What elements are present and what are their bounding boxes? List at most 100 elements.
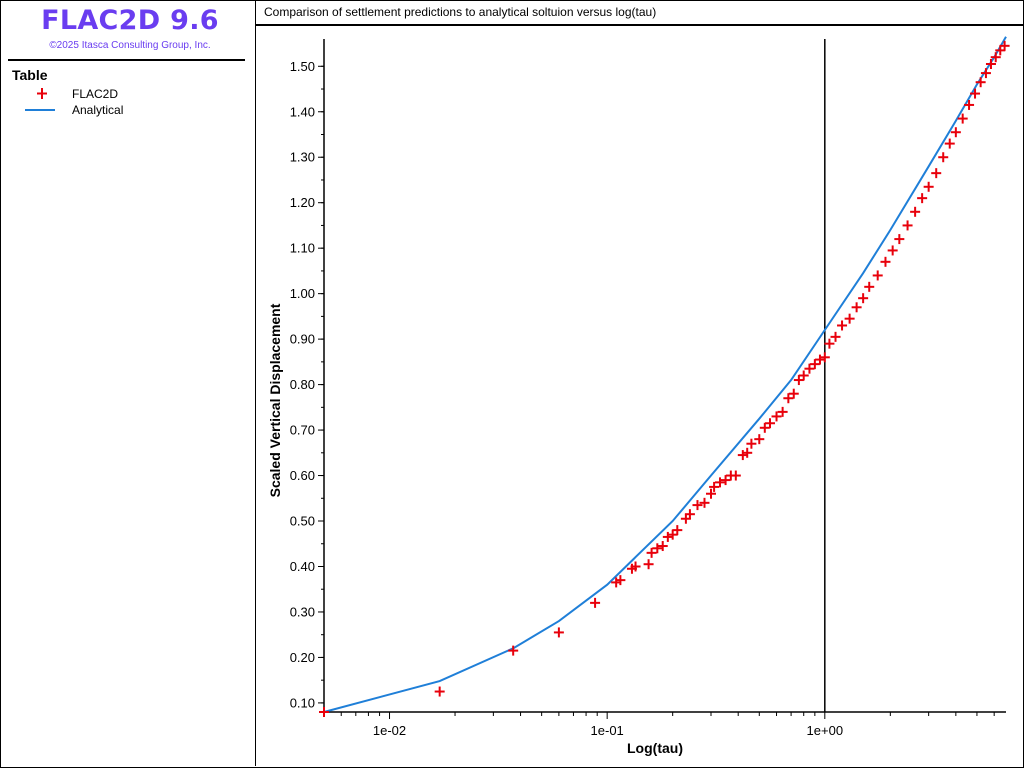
plot-title: Comparison of settlement predictions to … (264, 5, 657, 19)
flac2d-data-point (699, 497, 710, 508)
y-tick-label: 0.60 (290, 468, 315, 483)
flac2d-data-point (975, 77, 986, 88)
flac2d-data-point (434, 686, 445, 697)
legend-label-flac2d: FLAC2D (72, 87, 119, 101)
flac2d-data-point (804, 363, 815, 374)
title-divider (256, 24, 1023, 26)
y-tick-label: 0.20 (290, 650, 315, 665)
y-tick-label: 1.00 (290, 286, 315, 301)
flac2d-data-point (944, 138, 955, 149)
legend-item-analytical[interactable]: Analytical (25, 102, 225, 118)
x-axis-label: Log(tau) (627, 740, 683, 756)
legend-label-analytical: Analytical (72, 103, 124, 117)
flac2d-data-point (746, 438, 757, 449)
y-tick-label: 0.90 (290, 332, 315, 347)
sidebar: FLAC2D 9.6 ©2025 Itasca Consulting Group… (1, 1, 256, 766)
x-tick-label: 1e-01 (591, 723, 624, 738)
flac2d-data-point (809, 359, 820, 370)
flac2d-data-point (887, 245, 898, 256)
plus-marker-icon (37, 88, 47, 99)
flac2d-data-point (957, 113, 968, 124)
flac2d-data-point (672, 525, 683, 536)
flac2d-data-point (730, 470, 741, 481)
flac2d-data-point (851, 302, 862, 313)
flac2d-data-point (759, 422, 770, 433)
flac2d-data-point (902, 220, 913, 231)
y-tick-label: 1.50 (290, 59, 315, 74)
flac2d-data-point (615, 575, 626, 586)
flac2d-data-point (754, 434, 765, 445)
x-tick-label: 1e+00 (807, 723, 844, 738)
flac2d-data-point (662, 531, 673, 542)
flac2d-data-point (742, 447, 753, 458)
flac2d-data-point (814, 354, 825, 365)
flac2d-data-point (737, 450, 748, 461)
y-tick-label: 0.80 (290, 377, 315, 392)
flac2d-data-point (985, 59, 996, 70)
y-tick-label: 0.40 (290, 559, 315, 574)
flac2d-data-point (709, 481, 720, 492)
flac2d-data-point (715, 477, 726, 488)
flac2d-data-point (684, 509, 695, 520)
flac2d-data-point (319, 707, 329, 717)
copyright-text: ©2025 Itasca Consulting Group, Inc. (49, 40, 211, 51)
flac2d-data-point (830, 331, 841, 342)
flac2d-data-point (508, 645, 519, 656)
y-axis-label: Scaled Vertical Displacement (267, 303, 283, 497)
line-marker-icon (25, 109, 55, 111)
flac2d-data-point (720, 475, 731, 486)
y-tick-label: 1.10 (290, 241, 315, 256)
legend-title: Table (12, 67, 48, 83)
flac2d-data-point (657, 541, 668, 552)
flac2d-data-point (999, 40, 1010, 51)
flac2d-data-point (980, 68, 991, 79)
flac2d-data-point (819, 352, 830, 363)
flac2d-data-point (864, 281, 875, 292)
y-tick-label: 1.30 (290, 150, 315, 165)
flac2d-data-point (917, 193, 928, 204)
flac2d-data-point (788, 388, 799, 399)
flac2d-data-point (706, 488, 717, 499)
flac2d-data-point (824, 338, 835, 349)
flac2d-data-point (880, 256, 891, 267)
flac2d-data-point (692, 500, 703, 511)
legend-item-flac2d[interactable]: FLAC2D (25, 86, 225, 102)
flac2d-data-point (793, 375, 804, 386)
flac2d-data-point (894, 234, 905, 245)
flac2d-data-point (667, 529, 678, 540)
flac2d-data-point (970, 88, 981, 99)
y-tick-label: 1.20 (290, 195, 315, 210)
flac2d-data-point (765, 418, 776, 429)
flac2d-data-point (923, 181, 934, 192)
flac2d-data-point (652, 543, 663, 554)
flac2d-data-point (938, 152, 949, 163)
flac2d-data-point (950, 127, 961, 138)
flac2d-data-point (858, 293, 869, 304)
flac2d-data-point (643, 559, 654, 570)
flac2d-data-point (590, 597, 601, 608)
sidebar-divider (8, 59, 245, 61)
flac2d-data-point (844, 313, 855, 324)
x-tick-label: 1e-02 (373, 723, 406, 738)
flac2d-data-point (646, 547, 657, 558)
y-tick-label: 0.30 (290, 604, 315, 619)
flac2d-data-point (910, 206, 921, 217)
analytical-series-line (323, 36, 1007, 713)
y-tick-label: 0.10 (290, 695, 315, 710)
y-tick-label: 1.40 (290, 104, 315, 119)
flac2d-data-point (777, 406, 788, 417)
flac2d-data-point (783, 393, 794, 404)
flac2d-data-point (990, 52, 1001, 63)
flac2d-data-point (964, 99, 975, 110)
flac2d-data-point (798, 370, 809, 381)
flac2d-data-point (771, 411, 782, 422)
flac2d-data-point (837, 320, 848, 331)
flac2d-data-point (553, 627, 564, 638)
y-tick-label: 0.70 (290, 423, 315, 438)
y-tick-label: 0.50 (290, 514, 315, 529)
flac2d-data-point (630, 561, 641, 572)
app-title: FLAC2D 9.6 (41, 5, 219, 36)
chart-area[interactable]: 0.10 0.20 0.30 0.40 0.50 0.60 0.70 0.80 0.90 1.00… (256, 26, 1023, 766)
flac2d-data-point (872, 270, 883, 281)
